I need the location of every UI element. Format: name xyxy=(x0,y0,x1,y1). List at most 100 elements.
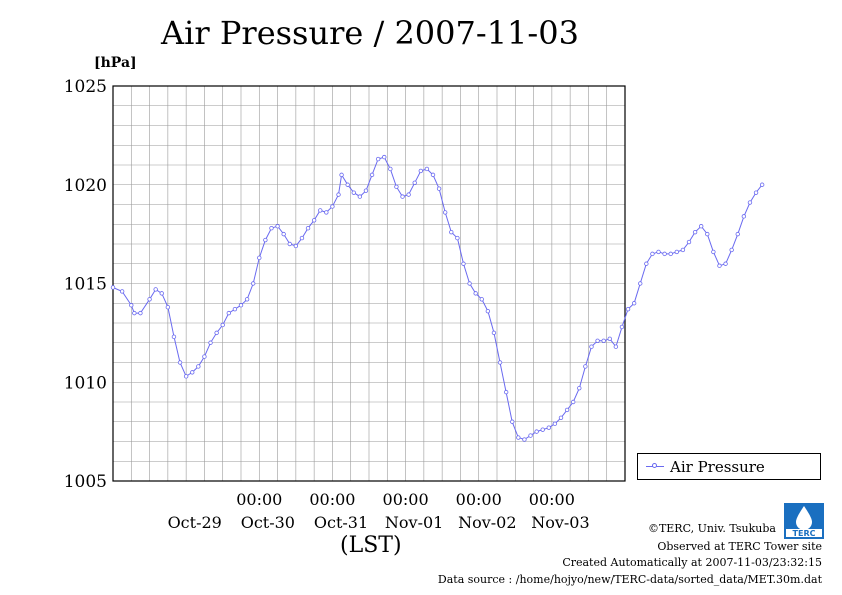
data-point xyxy=(668,251,673,257)
data-point xyxy=(717,263,722,268)
data-point xyxy=(299,235,305,241)
data-point xyxy=(345,182,350,187)
data-point xyxy=(644,261,649,266)
data-point xyxy=(132,310,137,316)
y-axis-unit-label: [hPa] xyxy=(94,55,137,71)
data-point xyxy=(686,239,692,245)
data-point xyxy=(375,156,381,162)
data-point xyxy=(226,310,232,316)
data-point xyxy=(171,334,177,340)
data-point xyxy=(400,194,405,199)
data-point xyxy=(552,421,558,426)
data-point xyxy=(583,364,588,369)
data-point xyxy=(607,336,612,341)
data-point xyxy=(711,249,716,255)
data-point xyxy=(324,210,329,215)
data-point xyxy=(436,186,442,191)
data-point xyxy=(485,308,491,314)
data-point xyxy=(138,310,143,316)
data-point xyxy=(330,204,335,209)
x-tick-time-label: 00:00 xyxy=(456,490,502,509)
data-point xyxy=(208,340,213,345)
legend: Air Pressure xyxy=(637,453,821,480)
y-tick-label: 1015 xyxy=(64,275,107,295)
data-point xyxy=(363,188,369,193)
x-tick-date-label: Nov-02 xyxy=(458,513,516,532)
data-point xyxy=(534,429,539,434)
data-source-text: Data source : /home/hojyo/new/TERC-data/… xyxy=(437,573,822,586)
data-point xyxy=(613,344,619,349)
legend-label: Air Pressure xyxy=(670,458,765,476)
data-point xyxy=(159,291,164,296)
data-point xyxy=(263,237,268,243)
data-point xyxy=(638,281,643,286)
x-tick-date-label: Nov-03 xyxy=(531,513,589,532)
y-tick-label: 1005 xyxy=(64,472,107,492)
data-point xyxy=(759,182,765,187)
data-point xyxy=(339,172,344,178)
data-point xyxy=(455,235,460,241)
data-point xyxy=(473,291,478,296)
data-point xyxy=(546,425,552,430)
x-tick-date-label: Oct-31 xyxy=(314,513,368,532)
data-point xyxy=(461,261,466,266)
tick-labels: 1005 1010 1015 1020 1025 00:00 00:00 00:00 00:00… xyxy=(64,77,590,532)
x-tick-time-label: 00:00 xyxy=(236,490,282,509)
data-point xyxy=(153,287,158,292)
data-point xyxy=(183,374,189,379)
data-point xyxy=(442,210,448,215)
data-point xyxy=(503,389,509,395)
data-point xyxy=(692,229,698,235)
data-point xyxy=(232,306,238,312)
data-point xyxy=(177,360,183,365)
data-point xyxy=(369,172,375,178)
data-point xyxy=(269,225,274,231)
y-tick-label: 1020 xyxy=(64,176,107,196)
data-point xyxy=(625,306,631,312)
data-point xyxy=(680,247,686,253)
data-point xyxy=(522,437,527,442)
data-point xyxy=(656,249,661,255)
copyright-text: ©TERC, Univ. Tsukuba xyxy=(647,522,776,535)
data-point xyxy=(190,370,195,375)
data-point xyxy=(510,419,515,424)
data-point xyxy=(110,285,116,290)
data-point xyxy=(540,427,545,432)
y-tick-label: 1010 xyxy=(64,373,107,393)
data-point xyxy=(293,243,299,249)
x-axis-label: (LST) xyxy=(340,533,402,558)
data-point xyxy=(214,330,219,336)
data-point xyxy=(735,231,740,237)
data-point xyxy=(650,251,655,257)
data-point xyxy=(202,354,207,359)
data-point xyxy=(250,281,256,286)
data-point xyxy=(388,166,393,172)
terc-logo-icon: TERC xyxy=(784,503,824,539)
x-tick-time-label: 00:00 xyxy=(529,490,575,509)
axes xyxy=(112,85,626,482)
data-point xyxy=(698,224,704,229)
data-point xyxy=(244,297,250,302)
x-tick-date-label: Nov-01 xyxy=(385,513,443,532)
plot-frame xyxy=(112,85,626,482)
data-point xyxy=(449,229,454,235)
data-point xyxy=(311,218,317,223)
data-point xyxy=(196,364,201,369)
data-point xyxy=(165,305,171,310)
data-point xyxy=(412,180,417,185)
data-point xyxy=(281,231,286,237)
data-point xyxy=(357,194,363,199)
svg-text:TERC: TERC xyxy=(793,529,816,538)
data-point xyxy=(382,154,387,160)
x-tick-date-label: Oct-30 xyxy=(241,513,295,532)
data-point xyxy=(705,231,710,237)
data-point xyxy=(394,184,399,189)
data-point xyxy=(336,192,341,197)
data-point xyxy=(558,415,564,420)
data-point xyxy=(147,297,152,302)
data-point xyxy=(418,168,424,174)
data-point xyxy=(516,435,521,440)
series-air-pressure xyxy=(110,154,765,442)
data-point xyxy=(631,301,637,306)
data-point xyxy=(595,338,600,343)
